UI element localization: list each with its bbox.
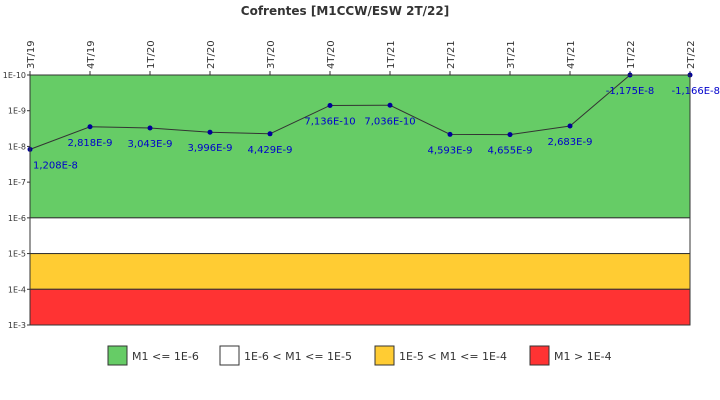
x-tick-label: 1T/21 — [386, 40, 397, 69]
data-point — [327, 102, 333, 108]
y-tick-label: 1E-10 — [3, 71, 26, 80]
x-tick-label: 3T/21 — [506, 40, 517, 69]
x-tick-label: 3T/19 — [26, 40, 37, 69]
data-point — [567, 123, 573, 129]
legend-label-1: 1E-6 < M1 <= 1E-5 — [244, 350, 352, 363]
x-tick-label: 2T/21 — [446, 40, 457, 69]
legend-swatch-1 — [219, 345, 240, 366]
x-tick-label: 3T/20 — [266, 40, 277, 69]
data-label: 3,043E-9 — [128, 139, 173, 150]
x-tick-label: 2T/20 — [206, 40, 217, 69]
x-tick-label: 2T/22 — [686, 40, 697, 69]
data-point — [267, 131, 273, 137]
x-tick-label: 4T/19 — [86, 40, 97, 69]
data-label: 7,036E-10 — [364, 116, 415, 127]
plot-frame — [29, 74, 691, 326]
data-label: 3,996E-9 — [188, 143, 233, 154]
data-point — [447, 131, 453, 137]
data-point — [147, 125, 153, 131]
data-label: 2,683E-9 — [548, 137, 593, 148]
data-point — [207, 129, 213, 135]
legend-swatch-3 — [529, 345, 550, 366]
x-tick-label: 1T/20 — [146, 40, 157, 69]
data-label: -1,175E-8 — [606, 86, 655, 97]
band-1 — [29, 217, 691, 255]
data-label: 4,593E-9 — [428, 145, 473, 156]
x-tick-label: 4T/20 — [326, 40, 337, 69]
y-tick-label: 1E-7 — [8, 178, 26, 187]
legend-label-2: 1E-5 < M1 <= 1E-4 — [399, 350, 507, 363]
y-axis: 1E-10 1E-9 1E-8 1E-7 1E-6 1E-5 1E-4 1E-3 — [3, 71, 30, 330]
x-axis: 3T/19 4T/19 1T/20 2T/20 3T/20 4T/20 1T/21 2T/21… — [26, 40, 697, 75]
legend-swatch-2 — [374, 345, 395, 366]
x-tick-label: 4T/21 — [566, 40, 577, 69]
chart-title: Cofrentes [M1CCW/ESW 2T/22] — [241, 4, 449, 18]
data-point — [507, 132, 513, 138]
band-3 — [29, 288, 691, 326]
data-point — [87, 124, 93, 130]
y-tick-label: 1E-3 — [8, 321, 26, 330]
risk-bands — [29, 74, 691, 326]
data-label: 4,429E-9 — [248, 145, 293, 156]
band-0 — [29, 74, 691, 219]
band-2 — [29, 253, 691, 290]
y-tick-label: 1E-5 — [8, 250, 26, 259]
data-point — [387, 102, 393, 108]
legend-label-0: M1 <= 1E-6 — [132, 350, 199, 363]
y-tick-label: 1E-6 — [8, 214, 26, 223]
data-label: 7,136E-10 — [304, 116, 355, 127]
data-label: 2,818E-9 — [68, 138, 113, 149]
series-line — [29, 74, 690, 150]
legend-swatch-0 — [107, 345, 128, 366]
data-labels: 1,208E-8 2,818E-9 3,043E-9 3,996E-9 4,429E-9… — [33, 86, 720, 171]
legend: M1 <= 1E-6 1E-6 < M1 <= 1E-5 1E-5 < M1 <= … — [107, 345, 612, 366]
legend-label-3: M1 > 1E-4 — [554, 350, 612, 363]
y-tick-label: 1E-8 — [8, 142, 26, 151]
series — [27, 72, 693, 152]
x-tick-label: 1T/22 — [626, 40, 637, 69]
data-label: 4,655E-9 — [488, 146, 533, 157]
data-label: -1,166E-8 — [671, 86, 720, 97]
data-label: 1,208E-8 — [33, 160, 78, 171]
y-tick-label: 1E-4 — [8, 285, 26, 294]
y-tick-label: 1E-9 — [8, 107, 26, 116]
